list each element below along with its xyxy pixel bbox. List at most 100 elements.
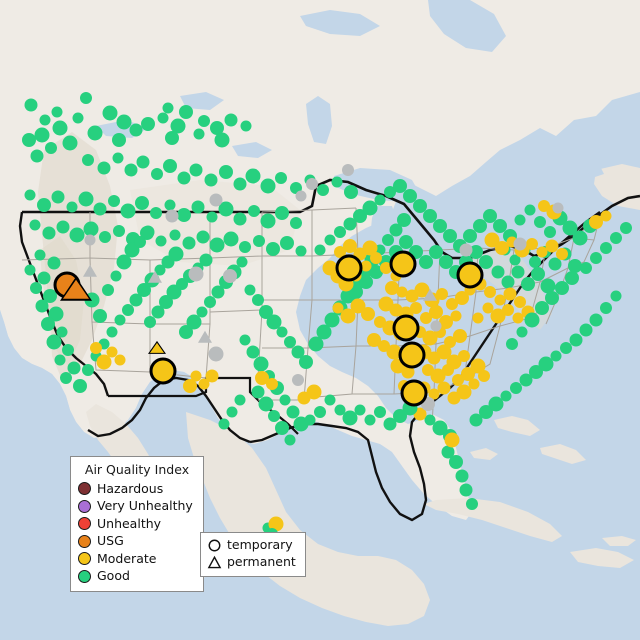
station-marker[interactable] [295, 190, 307, 202]
station-marker[interactable] [361, 307, 375, 321]
station-marker[interactable] [223, 231, 239, 247]
station-marker-triangle[interactable] [423, 288, 437, 301]
station-marker[interactable] [364, 414, 376, 426]
station-marker-triangle[interactable] [148, 270, 162, 283]
station-marker[interactable] [332, 302, 344, 314]
station-marker[interactable] [204, 173, 218, 187]
station-marker[interactable] [141, 117, 155, 131]
station-marker[interactable] [503, 287, 517, 301]
aqi-legend-item-unhealthy[interactable]: Unhealthy [78, 515, 196, 533]
station-marker[interactable] [340, 308, 356, 324]
station-marker[interactable] [478, 370, 490, 382]
station-marker[interactable] [413, 199, 427, 213]
station-marker[interactable] [80, 92, 92, 104]
station-marker[interactable] [343, 239, 357, 253]
station-marker[interactable] [120, 203, 136, 219]
station-marker[interactable] [429, 305, 443, 319]
station-marker[interactable] [610, 290, 622, 302]
station-marker[interactable] [97, 161, 111, 175]
station-marker[interactable] [144, 316, 156, 328]
station-marker[interactable] [56, 326, 68, 338]
station-marker[interactable] [545, 291, 559, 305]
station-marker[interactable] [506, 338, 518, 350]
station-marker[interactable] [620, 222, 632, 234]
station-marker[interactable] [469, 413, 483, 427]
station-marker[interactable] [275, 421, 289, 435]
station-marker[interactable] [600, 210, 612, 222]
highlighted-permanent-station[interactable] [148, 340, 166, 354]
station-marker[interactable] [443, 229, 457, 243]
station-marker[interactable] [314, 406, 326, 418]
station-marker[interactable] [239, 241, 251, 253]
station-marker[interactable] [324, 234, 336, 246]
station-marker[interactable] [151, 305, 165, 319]
station-marker[interactable] [383, 417, 397, 431]
station-marker[interactable] [459, 243, 473, 257]
station-marker[interactable] [374, 244, 386, 256]
station-marker[interactable] [280, 236, 294, 250]
station-marker[interactable] [56, 220, 70, 234]
station-marker[interactable] [116, 114, 132, 130]
station-marker[interactable] [511, 265, 525, 279]
station-marker[interactable] [495, 241, 509, 255]
station-marker[interactable] [205, 369, 219, 383]
highlighted-temporary-station[interactable] [149, 357, 177, 385]
station-marker[interactable] [129, 293, 143, 307]
station-marker[interactable] [24, 189, 36, 201]
station-marker[interactable] [334, 226, 346, 238]
station-marker[interactable] [524, 312, 540, 328]
station-marker[interactable] [540, 278, 556, 294]
station-marker[interactable] [154, 264, 166, 276]
station-marker[interactable] [334, 404, 346, 416]
station-marker[interactable] [534, 216, 546, 228]
station-marker[interactable] [535, 301, 549, 315]
station-marker[interactable] [423, 209, 437, 223]
station-marker[interactable] [253, 235, 265, 247]
station-marker[interactable] [459, 483, 473, 497]
station-marker[interactable] [464, 284, 476, 296]
station-marker[interactable] [455, 469, 469, 483]
station-marker[interactable] [177, 171, 191, 185]
station-marker[interactable] [30, 149, 44, 163]
highlighted-temporary-station[interactable] [335, 254, 363, 282]
station-marker[interactable] [54, 354, 66, 366]
station-marker[interactable] [189, 163, 203, 177]
station-marker[interactable] [136, 155, 150, 169]
station-marker[interactable] [155, 235, 167, 247]
station-marker[interactable] [531, 267, 545, 281]
station-marker[interactable] [196, 230, 210, 244]
station-marker[interactable] [209, 193, 223, 207]
station-marker[interactable] [560, 342, 572, 354]
station-marker[interactable] [124, 163, 138, 177]
station-marker[interactable] [360, 260, 372, 272]
station-marker[interactable] [374, 194, 386, 206]
station-marker[interactable] [600, 302, 612, 314]
station-marker[interactable] [245, 168, 261, 184]
station-marker[interactable] [331, 176, 343, 188]
station-marker[interactable] [439, 255, 453, 269]
station-marker[interactable] [399, 235, 413, 249]
station-marker[interactable] [162, 102, 174, 114]
station-marker-triangle[interactable] [198, 330, 212, 343]
station-marker[interactable] [455, 291, 469, 305]
station-marker[interactable] [342, 410, 358, 426]
station-marker[interactable] [482, 302, 494, 314]
station-marker[interactable] [450, 310, 462, 322]
station-marker[interactable] [224, 113, 238, 127]
station-marker[interactable] [198, 378, 210, 390]
station-marker[interactable] [102, 105, 118, 121]
station-marker[interactable] [439, 315, 453, 329]
station-marker[interactable] [240, 120, 252, 132]
station-marker[interactable] [354, 404, 366, 416]
station-marker[interactable] [90, 342, 102, 354]
station-marker[interactable] [236, 256, 248, 268]
station-marker[interactable] [93, 202, 107, 216]
station-marker[interactable] [98, 338, 110, 350]
station-marker[interactable] [234, 394, 246, 406]
station-marker[interactable] [193, 128, 205, 140]
station-marker[interactable] [112, 152, 124, 164]
highlighted-temporary-station[interactable] [400, 379, 428, 407]
station-marker[interactable] [501, 275, 515, 289]
station-marker[interactable] [29, 219, 41, 231]
station-marker[interactable] [442, 364, 454, 376]
